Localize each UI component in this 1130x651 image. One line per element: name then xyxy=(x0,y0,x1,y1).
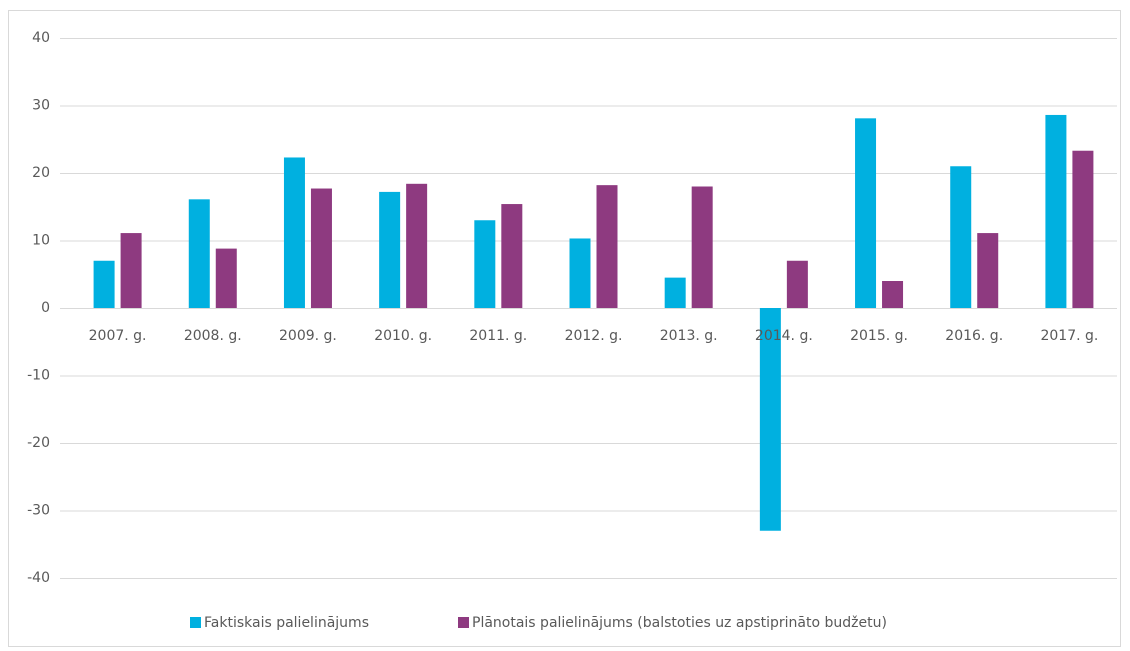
y-tick-label: -30 xyxy=(27,503,50,519)
y-tick-label: 40 xyxy=(32,30,50,46)
bar xyxy=(691,186,713,308)
x-tick-label: 2013. g. xyxy=(660,328,718,344)
bar xyxy=(474,220,496,308)
bar xyxy=(977,233,999,308)
bar xyxy=(93,260,115,308)
legend-label: Plānotais palielinājums (balstoties uz a… xyxy=(472,615,887,631)
x-tick-label: 2015. g. xyxy=(850,328,908,344)
legend-swatch xyxy=(190,617,201,628)
y-tick-label: 20 xyxy=(32,165,50,181)
x-tick-label: 2010. g. xyxy=(374,328,432,344)
legend-label: Faktiskais palielinājums xyxy=(204,615,369,631)
chart-frame xyxy=(8,10,1121,647)
bar xyxy=(120,233,142,308)
bar xyxy=(664,277,686,308)
y-tick-label: -10 xyxy=(27,368,50,384)
x-tick-label: 2017. g. xyxy=(1040,328,1098,344)
bar xyxy=(1045,114,1067,308)
x-tick-label: 2014. g. xyxy=(755,328,813,344)
y-tick-label: -40 xyxy=(27,570,50,586)
bar xyxy=(950,166,972,308)
x-tick-label: 2008. g. xyxy=(184,328,242,344)
bar xyxy=(188,199,210,308)
bar xyxy=(215,248,237,308)
legend-swatch xyxy=(458,617,469,628)
bar xyxy=(882,281,904,308)
x-tick-label: 2009. g. xyxy=(279,328,337,344)
bar xyxy=(596,185,618,308)
y-tick-label: 10 xyxy=(32,233,50,249)
bar xyxy=(379,191,401,308)
x-tick-label: 2012. g. xyxy=(565,328,623,344)
bar xyxy=(283,157,305,308)
x-tick-label: 2011. g. xyxy=(469,328,527,344)
y-tick-label: 30 xyxy=(32,98,50,114)
x-tick-label: 2007. g. xyxy=(89,328,147,344)
bar xyxy=(501,204,523,308)
bar xyxy=(569,238,591,308)
bar xyxy=(1072,150,1094,308)
y-tick-label: -20 xyxy=(27,435,50,451)
x-tick-label: 2016. g. xyxy=(945,328,1003,344)
bar xyxy=(310,188,332,308)
bar xyxy=(406,183,428,308)
y-tick-label: 0 xyxy=(41,300,50,316)
bar xyxy=(786,260,808,308)
bar xyxy=(759,308,781,531)
bar xyxy=(855,118,877,308)
